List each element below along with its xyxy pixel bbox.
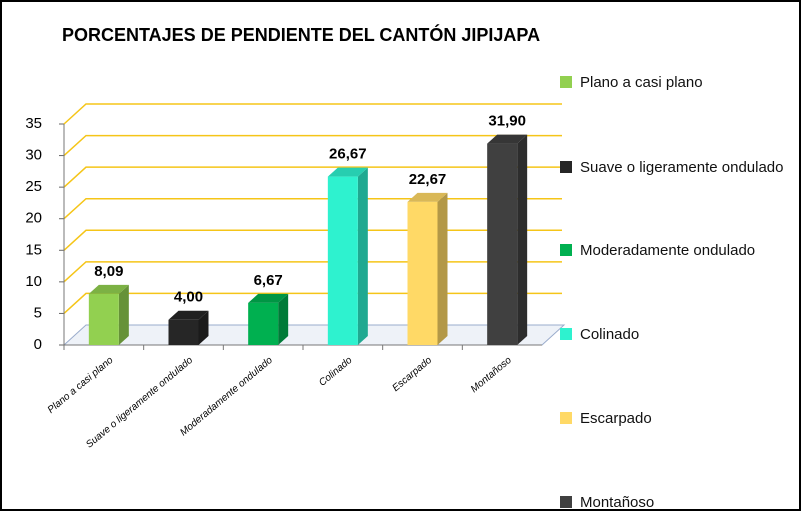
grid-line [63, 197, 562, 220]
bar-side [357, 167, 368, 345]
x-tick-label: Colinado [317, 355, 355, 389]
chart-title: PORCENTAJES DE PENDIENTE DEL CANTÓN JIPI… [62, 24, 540, 45]
bar [88, 293, 119, 345]
grid-line [63, 229, 562, 251]
y-tick-label: 35 [25, 115, 42, 132]
bar-top [327, 167, 368, 177]
bar [487, 143, 518, 345]
y-tick-label: 25 [25, 178, 42, 195]
legend-label: Montañoso [580, 494, 655, 511]
legend-item: Plano a casi plano [560, 72, 795, 93]
legend-item: Montañoso [560, 492, 795, 511]
x-tick-label: Moderadamente ondulado [178, 355, 275, 439]
bar-side [118, 284, 129, 345]
bar-side [198, 310, 209, 345]
y-tick-label: 5 [34, 304, 42, 321]
bar-side [437, 192, 448, 345]
legend-item: Escarpado [560, 408, 795, 429]
grid-line [63, 292, 562, 314]
bar-side [278, 293, 289, 345]
y-tick-label: 20 [25, 210, 42, 227]
grid-line [63, 134, 562, 157]
legend-swatch [560, 244, 572, 256]
x-tick-label: Plano a casi plano [46, 355, 116, 416]
legend-label: Colinado [580, 326, 640, 343]
legend-swatch [560, 161, 572, 173]
legend-swatch [560, 496, 572, 508]
legend-label: Moderadamente ondulado [580, 242, 756, 259]
legend-item: Moderadamente ondulado [560, 240, 795, 261]
value-label: 22,67 [409, 171, 447, 188]
legend-label: Suave o ligeramente ondulado [580, 159, 784, 176]
grid-line [63, 166, 562, 188]
bar [168, 319, 199, 345]
legend-label: Escarpado [580, 410, 652, 427]
value-label: 6,67 [254, 272, 283, 289]
legend-label: Plano a casi plano [580, 74, 703, 91]
legend-swatch [560, 412, 572, 424]
y-tick-label: 0 [34, 336, 42, 353]
legend-swatch [560, 76, 572, 88]
value-label: 4,00 [174, 289, 203, 306]
bar-top [248, 293, 289, 303]
value-label: 8,09 [94, 263, 123, 280]
bar [327, 176, 358, 345]
y-tick-label: 30 [25, 147, 42, 164]
bar-top [487, 134, 528, 144]
grid-line [63, 261, 562, 283]
bar-top [407, 192, 448, 202]
bar-top [88, 284, 129, 294]
y-tick-label: 10 [25, 273, 42, 290]
x-tick-label: Escarpado [390, 355, 434, 394]
value-label: 31,90 [488, 113, 526, 130]
value-label: 26,67 [329, 146, 367, 163]
grid-line [63, 103, 562, 125]
bar [248, 302, 279, 345]
bar-side [517, 134, 528, 345]
bar [407, 201, 438, 345]
legend-item: Colinado [560, 324, 795, 345]
y-tick-label: 15 [25, 241, 42, 258]
legend-swatch [560, 328, 572, 340]
legend-item: Suave o ligeramente ondulado [560, 157, 795, 178]
x-tick-label: Montañoso [469, 355, 514, 396]
bar-top [168, 310, 209, 320]
